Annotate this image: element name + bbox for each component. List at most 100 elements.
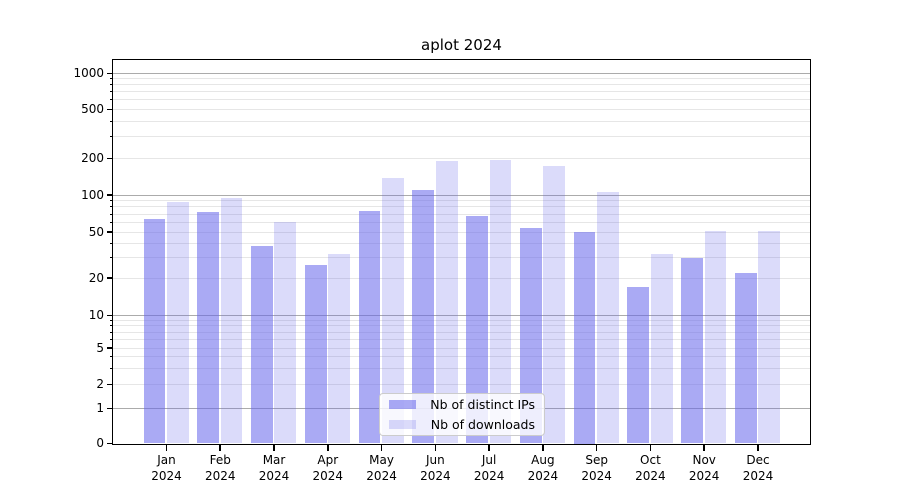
y-gridline-1000 xyxy=(113,72,810,74)
y-minor-tick-700 xyxy=(109,91,113,93)
x-tick-sep xyxy=(595,444,598,451)
x-tick-apr xyxy=(327,444,329,451)
y-minor-gridline-700 xyxy=(113,91,810,93)
y-minor-gridline-300 xyxy=(113,136,810,138)
x-tick-label-nov: Nov 2024 xyxy=(688,452,720,483)
y-minor-tick-30 xyxy=(109,257,113,259)
y-tick-0 xyxy=(106,442,113,445)
bar-distinct-ips-oct xyxy=(627,286,650,444)
y-tick-50 xyxy=(106,231,113,233)
chart-title: aplot 2024 xyxy=(421,36,502,54)
bar-downloads-jul xyxy=(489,159,512,444)
y-tick-label-200: 200 xyxy=(81,151,104,165)
x-tick-label-jan: Jan 2024 xyxy=(151,452,182,483)
y-tick-5 xyxy=(106,347,113,349)
y-tick-200 xyxy=(106,157,113,160)
y-minor-tick-600 xyxy=(109,99,113,101)
y-minor-gridline-80 xyxy=(113,206,810,208)
bar-downloads-feb xyxy=(220,197,243,444)
y-minor-tick-900 xyxy=(109,78,113,80)
x-tick-label-feb: Feb 2024 xyxy=(204,452,236,483)
y-tick-10 xyxy=(106,314,113,317)
y-tick-2 xyxy=(106,383,113,386)
bar-distinct-ips-dec xyxy=(734,273,757,444)
y-minor-gridline-2 xyxy=(113,384,810,385)
x-tick-mar xyxy=(273,444,275,451)
y-minor-gridline-30 xyxy=(113,257,810,259)
y-tick-1000 xyxy=(106,72,113,75)
y-minor-gridline-8 xyxy=(113,325,810,327)
y-minor-tick-7 xyxy=(109,331,113,333)
x-tick-label-may: May 2024 xyxy=(366,452,397,483)
legend-swatch-distinct-ips xyxy=(389,399,416,409)
x-tick-aug xyxy=(542,444,544,451)
y-minor-gridline-70 xyxy=(113,213,810,215)
y-minor-gridline-90 xyxy=(113,200,810,202)
legend-item-distinct-ips: Nb of distinct IPs xyxy=(389,397,535,412)
bar-downloads-dec xyxy=(758,230,781,444)
x-tick-jul xyxy=(488,444,490,451)
y-tick-500 xyxy=(106,108,113,111)
y-minor-tick-90 xyxy=(109,200,113,202)
legend-item-downloads: Nb of downloads xyxy=(389,417,535,432)
y-minor-tick-300 xyxy=(109,136,113,138)
y-minor-gridline-6 xyxy=(113,338,810,340)
y-tick-100 xyxy=(106,194,113,196)
y-minor-gridline-200 xyxy=(113,158,810,159)
bar-downloads-mar xyxy=(274,222,297,444)
legend-label-downloads: Nb of downloads xyxy=(430,416,535,432)
y-minor-gridline-50 xyxy=(113,231,810,233)
y-minor-gridline-40 xyxy=(113,242,810,244)
y-tick-label-1000: 1000 xyxy=(73,65,104,80)
x-tick-label-mar: Mar 2024 xyxy=(258,452,290,483)
y-minor-gridline-4 xyxy=(113,356,810,358)
y-minor-gridline-800 xyxy=(113,84,810,86)
y-minor-tick-70 xyxy=(109,213,113,215)
x-tick-label-jun: Jun 2024 xyxy=(420,452,451,483)
bar-downloads-jan xyxy=(166,201,189,444)
y-minor-gridline-9 xyxy=(113,319,810,321)
bar-distinct-ips-jun xyxy=(412,189,435,444)
y-minor-tick-400 xyxy=(109,120,113,122)
y-minor-tick-800 xyxy=(109,84,113,86)
x-tick-jan xyxy=(165,444,168,451)
bar-distinct-ips-mar xyxy=(251,245,273,444)
y-tick-20 xyxy=(106,277,113,279)
y-minor-gridline-900 xyxy=(113,78,810,80)
bar-downloads-apr xyxy=(328,254,350,444)
x-tick-jun xyxy=(434,444,437,451)
y-minor-gridline-600 xyxy=(113,99,810,101)
bar-downloads-oct xyxy=(650,254,673,444)
y-minor-gridline-400 xyxy=(113,120,810,122)
x-tick-label-dec: Dec 2024 xyxy=(742,452,774,483)
y-tick-label-10: 10 xyxy=(88,308,104,322)
y-tick-label-2: 2 xyxy=(96,377,104,391)
x-tick-oct xyxy=(649,444,652,451)
y-tick-label-500: 500 xyxy=(81,102,104,116)
y-tick-label-5: 5 xyxy=(96,340,104,355)
y-minor-tick-4 xyxy=(109,356,113,358)
bar-distinct-ips-apr xyxy=(304,264,327,444)
legend: Nb of distinct IPs Nb of downloads xyxy=(379,392,545,436)
y-minor-gridline-20 xyxy=(113,277,810,279)
legend-swatch-downloads xyxy=(389,419,416,429)
x-tick-nov xyxy=(703,444,705,451)
bar-downloads-nov xyxy=(704,230,727,444)
bar-distinct-ips-aug xyxy=(519,227,542,444)
y-minor-tick-40 xyxy=(109,242,113,244)
bar-distinct-ips-jan xyxy=(143,218,166,444)
y-tick-1 xyxy=(106,407,113,410)
x-tick-label-aug: Aug 2024 xyxy=(527,452,559,483)
bar-downloads-jun xyxy=(435,160,458,444)
bar-distinct-ips-jul xyxy=(466,215,488,444)
x-tick-label-sep: Sep 2024 xyxy=(581,452,612,483)
y-tick-label-50: 50 xyxy=(88,224,104,239)
y-minor-gridline-3 xyxy=(113,367,810,369)
y-gridline-100 xyxy=(113,194,810,196)
y-minor-tick-60 xyxy=(109,221,113,223)
bar-downloads-may xyxy=(381,177,404,444)
bar-distinct-ips-may xyxy=(358,211,381,444)
y-gridline-10 xyxy=(113,315,810,316)
x-tick-label-apr: Apr 2024 xyxy=(312,452,344,483)
